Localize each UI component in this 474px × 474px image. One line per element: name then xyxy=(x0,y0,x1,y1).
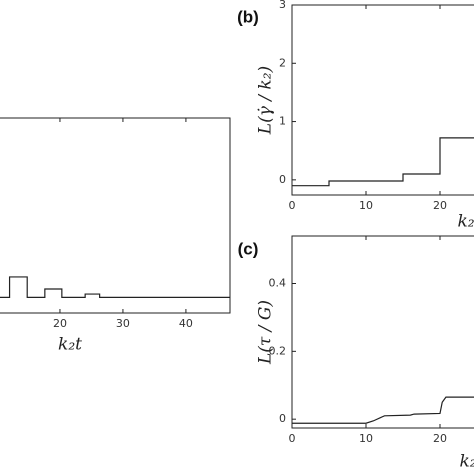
x-tick-label: 0 xyxy=(289,432,296,445)
x-tick-label: 20 xyxy=(53,317,67,330)
x-axis-label: k₂ xyxy=(457,212,474,232)
plot-frame xyxy=(0,117,231,314)
y-tick-label: 1 xyxy=(279,115,286,128)
data-line xyxy=(292,396,474,424)
plot-frame xyxy=(291,235,474,429)
x-tick-label: 20 xyxy=(433,432,447,445)
y-tick-label: 0.2 xyxy=(269,344,287,357)
panel-label: (b) xyxy=(237,7,259,26)
x-tick-label: 10 xyxy=(359,432,373,445)
x-tick-label: 20 xyxy=(433,199,447,212)
data-line xyxy=(292,137,474,187)
y-tick-label: 0 xyxy=(279,412,286,425)
x-axis-label: k₂t xyxy=(58,335,82,355)
x-tick-label: 10 xyxy=(359,199,373,212)
x-tick-label: 40 xyxy=(179,317,193,330)
y-tick-label: 0.4 xyxy=(269,276,287,289)
x-axis-label: k₂ xyxy=(459,452,474,472)
x-tick-label: 30 xyxy=(116,317,130,330)
y-axis-label: L(τ / G) xyxy=(256,300,276,365)
y-axis-label: L(γ̇ / k₂) xyxy=(256,66,276,135)
y-tick-label: 0 xyxy=(279,173,286,186)
plot-frame xyxy=(291,4,474,196)
y-tick-label: 2 xyxy=(279,56,286,69)
x-tick-label: 0 xyxy=(289,199,296,212)
y-tick-label: 3 xyxy=(279,0,286,11)
data-line xyxy=(0,276,230,298)
panel-label: (c) xyxy=(238,239,259,258)
